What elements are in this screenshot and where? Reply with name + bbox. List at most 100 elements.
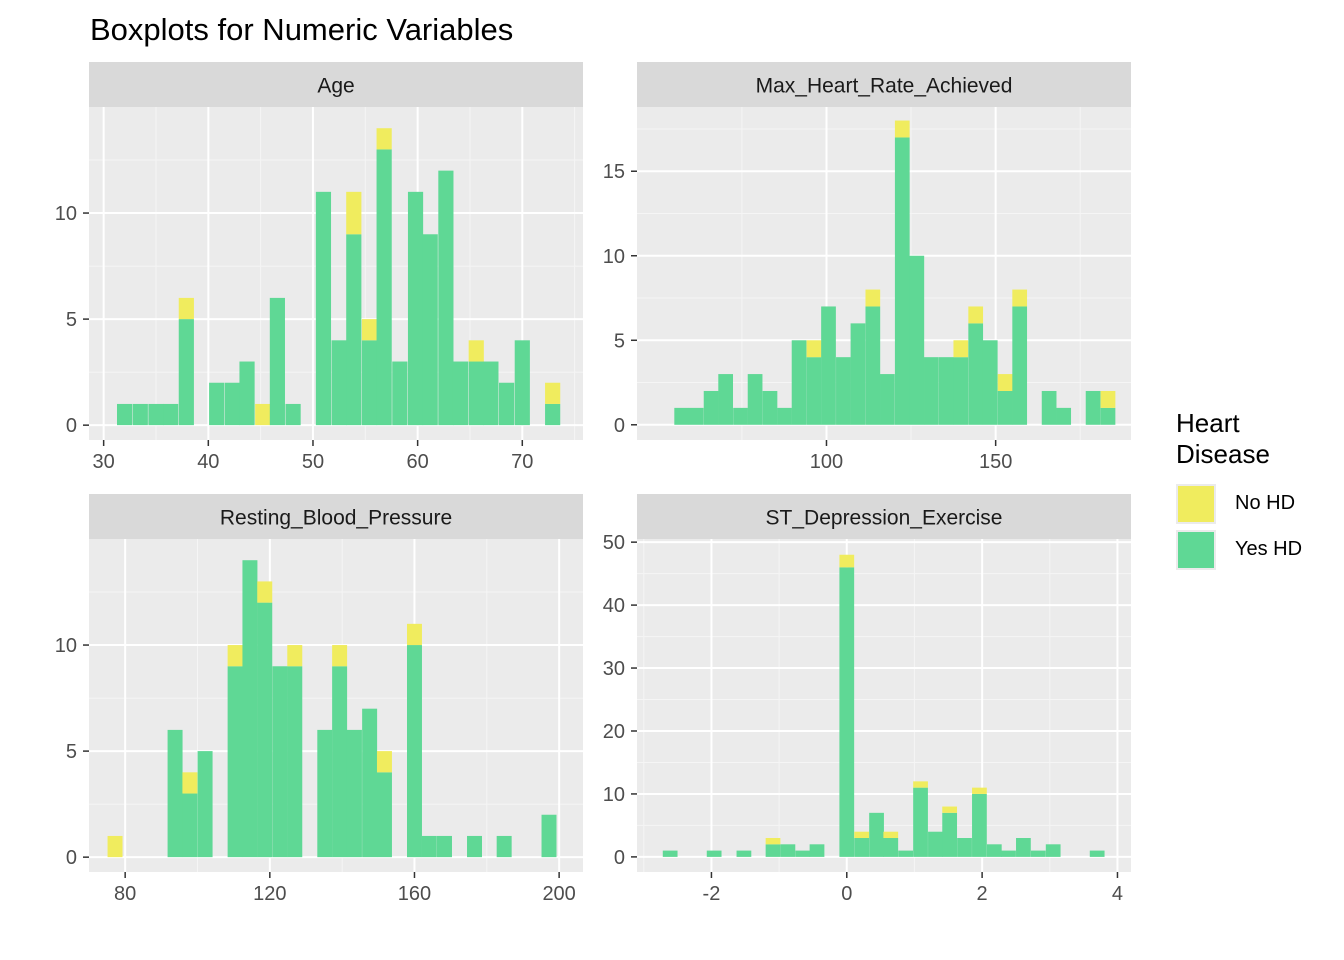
- bar-no-hd: [1100, 390, 1116, 408]
- bar-yes-hd: [674, 407, 690, 425]
- facet-strip: [637, 62, 1131, 107]
- bar-no-hd: [287, 645, 303, 667]
- x-tick-label: 2: [977, 883, 988, 905]
- bar-yes-hd: [762, 390, 778, 425]
- bar-yes-hd: [869, 812, 884, 857]
- x-tick-label: 80: [114, 883, 136, 905]
- bar-no-hd: [913, 781, 928, 788]
- bar-yes-hd: [197, 751, 213, 858]
- legend-label-no-hd: No HD: [1235, 492, 1296, 514]
- bar-yes-hd: [809, 844, 825, 857]
- bar-yes-hd: [836, 357, 851, 425]
- bar-yes-hd: [269, 297, 285, 426]
- bar-yes-hd: [224, 382, 240, 426]
- y-tick-label: 20: [603, 721, 625, 743]
- bar-yes-hd: [765, 844, 781, 857]
- bar-yes-hd: [688, 407, 704, 425]
- x-tick-label: 100: [810, 451, 843, 473]
- bar-yes-hd: [182, 793, 198, 858]
- bar-yes-hd: [257, 602, 273, 858]
- facet-strip: [89, 494, 583, 539]
- bar-yes-hd: [850, 323, 866, 425]
- bar-yes-hd: [854, 838, 870, 857]
- legend-swatch-no-hd: [1178, 486, 1214, 522]
- y-tick-label: 40: [603, 595, 625, 617]
- y-tick-label: 10: [55, 635, 77, 657]
- x-tick-label: 40: [197, 451, 219, 473]
- bar-yes-hd: [376, 149, 392, 426]
- bar-yes-hd: [239, 361, 255, 426]
- bar-yes-hd: [938, 357, 954, 425]
- legend: Heart Disease No HD Yes HD: [1176, 408, 1326, 570]
- bar-no-hd: [468, 340, 484, 362]
- bar-no-hd: [883, 831, 899, 839]
- y-tick-label: 0: [66, 415, 77, 437]
- bar-yes-hd: [317, 729, 333, 858]
- bar-yes-hd: [178, 319, 194, 426]
- bar-yes-hd: [1016, 838, 1031, 857]
- bar-yes-hd: [957, 838, 972, 857]
- bar-yes-hd: [706, 850, 722, 857]
- bar-yes-hd: [1056, 407, 1072, 425]
- x-tick-label: 160: [398, 883, 431, 905]
- bar-no-hd: [376, 128, 392, 150]
- bar-no-hd: [376, 751, 392, 773]
- bar-yes-hd: [894, 137, 910, 425]
- bar-no-hd: [332, 645, 348, 667]
- bar-no-hd: [839, 554, 855, 568]
- x-tick-label: 4: [1112, 883, 1123, 905]
- bar-yes-hd: [407, 191, 424, 426]
- x-tick-label: 150: [979, 451, 1012, 473]
- bar-yes-hd: [1030, 850, 1046, 857]
- bar-no-hd: [865, 289, 881, 307]
- bar-yes-hd: [148, 403, 164, 426]
- bar-yes-hd: [499, 382, 515, 426]
- bar-yes-hd: [791, 340, 807, 425]
- bar-no-hd: [942, 806, 958, 813]
- bar-yes-hd: [1089, 850, 1105, 857]
- bar-no-hd: [406, 623, 422, 646]
- x-tick-label: 50: [302, 451, 324, 473]
- facet-strip-label: Max_Heart_Rate_Achieved: [756, 75, 1013, 98]
- facet-strip: [89, 62, 583, 107]
- bar-no-hd: [545, 382, 561, 404]
- bar-yes-hd: [703, 390, 719, 425]
- bar-yes-hd: [865, 306, 881, 425]
- facet-strip: [637, 494, 1131, 539]
- legend-title: Heart Disease: [1176, 408, 1326, 470]
- bar-yes-hd: [132, 403, 148, 426]
- bar-yes-hd: [953, 357, 969, 425]
- bar-yes-hd: [942, 812, 958, 857]
- bar-no-hd: [182, 772, 198, 794]
- bar-yes-hd: [545, 403, 561, 426]
- x-tick-label: 200: [542, 883, 575, 905]
- y-tick-label: 0: [66, 847, 77, 869]
- y-tick-label: 0: [614, 847, 625, 869]
- x-tick-label: 30: [93, 451, 115, 473]
- bar-yes-hd: [346, 729, 362, 858]
- bar-yes-hd: [242, 560, 258, 858]
- bar-yes-hd: [1085, 390, 1101, 425]
- legend-title-line-1: Heart: [1176, 408, 1240, 438]
- y-tick-label: 10: [55, 203, 77, 225]
- facet-strip-label: Age: [317, 75, 354, 98]
- bar-yes-hd: [376, 772, 392, 858]
- bar-yes-hd: [167, 729, 183, 858]
- bar-no-hd: [765, 838, 781, 845]
- bar-yes-hd: [909, 255, 925, 425]
- bar-yes-hd: [332, 666, 348, 858]
- bar-yes-hd: [733, 407, 748, 425]
- y-tick-label: 0: [614, 415, 625, 437]
- bar-yes-hd: [163, 403, 179, 426]
- bar-yes-hd: [982, 340, 998, 425]
- bar-yes-hd: [747, 374, 763, 425]
- bar-yes-hd: [406, 645, 422, 858]
- bar-yes-hd: [483, 361, 499, 426]
- bar-yes-hd: [1001, 850, 1016, 857]
- y-tick-label: 5: [66, 309, 77, 331]
- bar-no-hd: [361, 319, 378, 341]
- bar-yes-hd: [438, 170, 454, 426]
- bar-yes-hd: [362, 708, 378, 858]
- y-tick-label: 30: [603, 658, 625, 680]
